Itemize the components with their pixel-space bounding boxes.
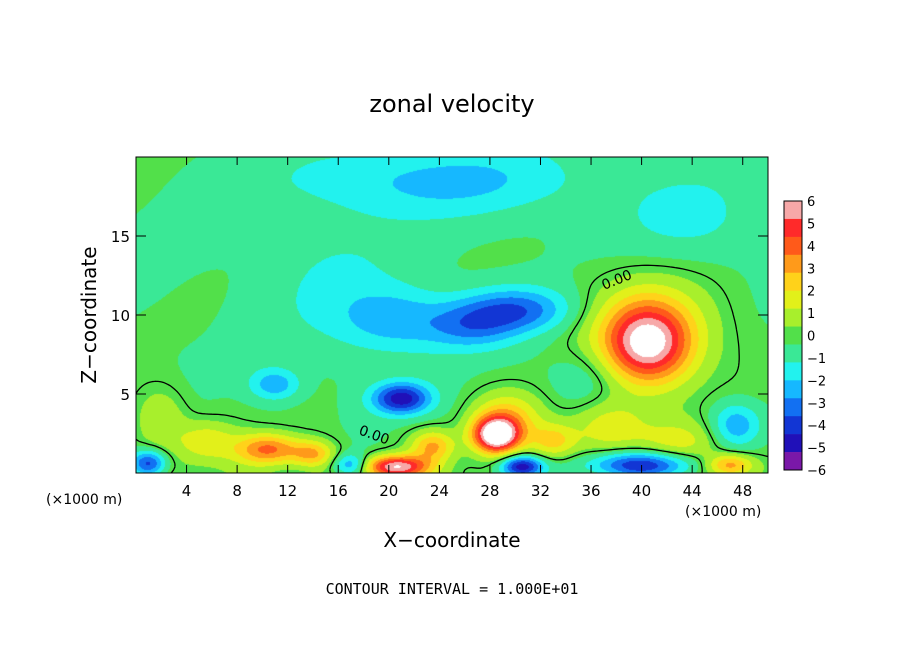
zero-contour [136, 264, 768, 473]
x-tick-label: 8 [232, 482, 242, 500]
contour-interval-note: CONTOUR INTERVAL = 1.000E+01 [326, 580, 579, 598]
x-axis-label: X−coordinate [383, 528, 520, 552]
x-tick-label: 36 [581, 482, 600, 500]
colorbar-frame [783, 200, 803, 471]
x-tick-label: 48 [733, 482, 752, 500]
colorbar-swatch [784, 344, 802, 363]
colorbar-swatch [784, 254, 802, 274]
colorbar-label: 6 [807, 195, 815, 210]
x-tick-label: 12 [278, 482, 297, 500]
colorbar-swatch [784, 452, 802, 471]
colorbar-label: 5 [807, 217, 815, 232]
y-tick-label: 10 [111, 307, 130, 325]
colorbar-label: −6 [807, 464, 826, 479]
x-tick-label: 20 [379, 482, 398, 500]
colorbar-swatch [784, 362, 802, 381]
colorbar-label: 3 [807, 262, 815, 277]
colorbar-label: −5 [807, 442, 826, 457]
colorbar: 6 5 4 3 2 1 0 −1 −2 −3 −4 −5 −6 [783, 195, 826, 479]
colorbar-swatch [784, 290, 802, 309]
plot-area [136, 157, 768, 473]
y-axis-ticks: 5 10 15 [111, 228, 768, 404]
colorbar-label: 4 [807, 240, 815, 255]
y-axis-label: Z−coordinate [77, 246, 101, 383]
colorbar-swatch [784, 434, 802, 453]
y-tick-label: 15 [111, 228, 130, 246]
x-tick-label: 16 [329, 482, 348, 500]
x-tick-label: 40 [632, 482, 651, 500]
colorbar-label: −4 [807, 419, 826, 434]
x-tick-label: 28 [480, 482, 499, 500]
colorbar-swatch [784, 308, 802, 327]
colorbar-label: 1 [807, 307, 815, 322]
colorbar-label: 0 [807, 330, 815, 345]
colorbar-label: 2 [807, 285, 815, 300]
colorbar-swatch [784, 236, 802, 256]
y-tick-label: 5 [120, 386, 130, 404]
colorbar-label: −2 [807, 374, 826, 389]
colorbar-swatch [784, 326, 802, 345]
colorbar-swatch [784, 201, 802, 220]
colorbar-swatch [784, 398, 802, 417]
x-unit-right: (×1000 m) [685, 504, 761, 520]
x-tick-label: 44 [683, 482, 702, 500]
x-tick-label: 24 [430, 482, 449, 500]
x-unit-left: (×1000 m) [46, 492, 122, 508]
x-tick-label: 32 [531, 482, 550, 500]
x-axis-ticks: 4 8 12 16 20 24 28 32 36 40 44 48 [182, 157, 752, 500]
x-tick-label: 4 [182, 482, 192, 500]
colorbar-swatch [784, 380, 802, 399]
chart-title: zonal velocity [369, 90, 534, 118]
colorbar-swatch [784, 416, 802, 435]
colorbar-swatch [784, 272, 802, 291]
zero-contour-lines [136, 264, 768, 473]
colorbar-label: −3 [807, 397, 826, 412]
colorbar-swatch [784, 218, 802, 238]
colorbar-label: −1 [807, 352, 826, 367]
velocity-field [136, 157, 768, 473]
